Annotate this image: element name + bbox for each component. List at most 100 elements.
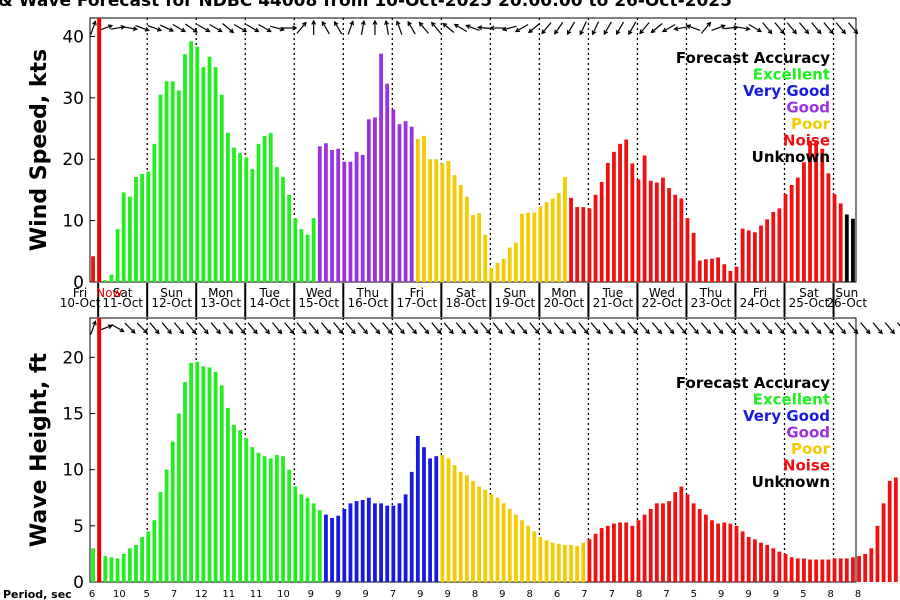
arrow-shaft: [492, 322, 503, 334]
arrow-head: [321, 20, 327, 26]
wave-bar: [881, 503, 886, 582]
wave-bar: [373, 503, 377, 582]
date-label: 26-Oct: [826, 296, 867, 310]
period-value: 7: [663, 589, 669, 600]
wave-bar: [91, 548, 95, 582]
wave-bar: [532, 531, 537, 582]
wind-direction-arrow: [835, 22, 846, 35]
wave-legend-entry: Noise: [783, 457, 830, 475]
wind-bar: [91, 256, 95, 282]
period-value: 6: [554, 589, 560, 600]
arrow-shaft: [835, 22, 846, 34]
date-label: 18-Oct: [446, 296, 487, 310]
day-name-label: Thu: [699, 286, 723, 300]
wind-bar: [556, 192, 561, 282]
wave-bar: [587, 539, 592, 582]
period-value: 7: [171, 589, 177, 600]
wind-direction-arrow: [639, 22, 650, 35]
wave-direction-arrow: [149, 322, 160, 335]
wave-direction-arrow: [762, 322, 773, 335]
wave-direction-arrow: [860, 322, 871, 335]
arrow-shaft: [419, 322, 429, 334]
wave-direction-arrow: [284, 322, 295, 335]
wave-bar: [710, 520, 714, 582]
arrow-head: [527, 28, 533, 34]
arrow-shaft: [258, 23, 272, 33]
wind-bar: [716, 257, 721, 282]
wind-bar: [164, 81, 169, 282]
wave-direction-arrow: [210, 322, 221, 335]
wind-bar: [771, 212, 776, 282]
wind-bar: [581, 207, 586, 282]
period-value: 11: [250, 589, 263, 600]
wind-bar: [538, 206, 543, 282]
wind-bar: [299, 229, 304, 282]
wind-direction-arrow: [628, 21, 637, 36]
arrow-head: [418, 21, 424, 27]
arrow-shaft: [185, 23, 198, 33]
arrow-shaft: [748, 23, 762, 33]
arrow-head: [498, 329, 503, 335]
arrow-head: [579, 30, 584, 36]
wave-bar: [746, 537, 751, 582]
wave-bar: [146, 531, 151, 582]
wave-bar: [581, 542, 586, 582]
wave-direction-arrow: [504, 322, 516, 335]
wind-bar: [152, 143, 157, 282]
arrow-shaft: [774, 22, 785, 34]
arrow-head: [730, 329, 736, 335]
wind-bar: [158, 94, 163, 282]
wave-bar: [808, 559, 812, 582]
wind-bar: [746, 230, 751, 282]
day-name-label: Sat: [799, 286, 819, 300]
wind-direction-arrow: [311, 19, 317, 35]
wind-direction-arrow: [233, 23, 248, 33]
wave-bar: [256, 452, 261, 582]
wave-bar: [409, 471, 414, 582]
wind-bar: [795, 177, 800, 282]
wave-bar: [759, 542, 763, 582]
wave-direction-arrow: [884, 322, 896, 335]
arrow-shaft: [197, 23, 210, 33]
arrow-head: [289, 329, 295, 335]
wind-direction-arrow: [673, 26, 689, 32]
arrow-shaft: [811, 322, 822, 334]
wind-bar: [348, 161, 353, 282]
wind-direction-arrow: [185, 23, 198, 33]
arrow-head: [424, 329, 430, 335]
period-value: 10: [277, 589, 290, 600]
wind-legend-entry: Noise: [783, 132, 830, 150]
arrow-head: [645, 329, 650, 335]
wave-direction-arrow: [627, 322, 638, 335]
wave-bar: [526, 525, 531, 582]
wind-bar: [121, 192, 126, 282]
wind-bar: [483, 234, 488, 282]
wind-direction-arrow: [477, 25, 493, 31]
wave-bar: [311, 503, 316, 582]
arrow-head: [541, 29, 546, 35]
wave-direction-arrow: [700, 322, 712, 335]
wind-bar: [710, 258, 714, 282]
arrow-head: [547, 329, 552, 335]
date-label: 17-Oct: [396, 296, 437, 310]
wind-bar: [281, 177, 285, 282]
arrow-shaft: [478, 26, 493, 30]
arrow-shaft: [222, 23, 234, 33]
arrow-shaft: [529, 322, 540, 334]
wave-bar: [648, 508, 653, 582]
arrow-shaft: [847, 322, 858, 334]
wind-bar: [250, 169, 255, 282]
day-strip-bg: [90, 283, 856, 317]
arrow-shaft: [676, 322, 687, 334]
wind-bar: [789, 184, 794, 282]
arrow-shaft: [628, 21, 637, 35]
wave-bar: [728, 523, 733, 582]
wind-bar: [612, 151, 616, 282]
wave-direction-arrow: [492, 322, 503, 335]
arrow-shaft: [662, 23, 676, 33]
wind-bar: [820, 148, 825, 282]
arrow-head: [779, 329, 785, 335]
wave-bar: [483, 489, 488, 582]
